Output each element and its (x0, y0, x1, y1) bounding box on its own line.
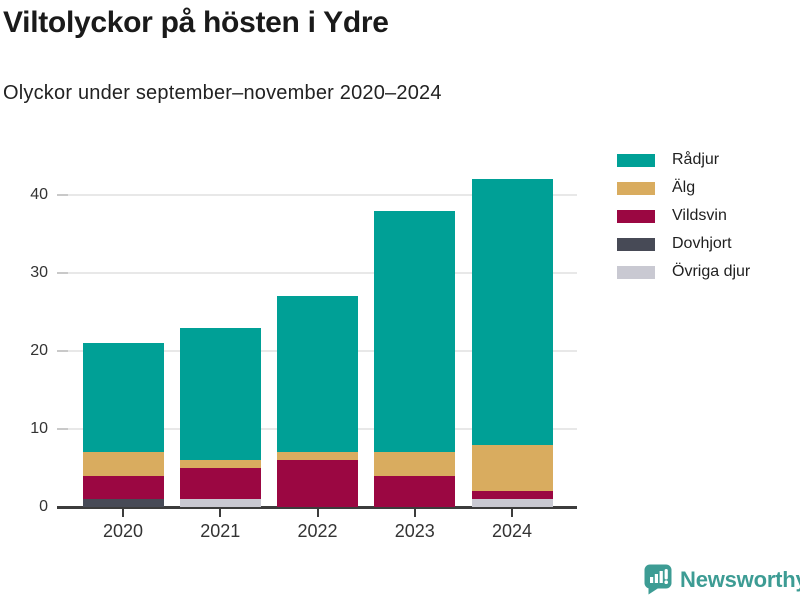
legend-label: Vildsvin (672, 207, 727, 224)
x-axis-tick-label: 2022 (297, 521, 338, 541)
bar-segment (471, 179, 553, 445)
y-axis-tick (57, 350, 68, 352)
x-axis-line (57, 506, 577, 509)
brand-footer: Newsworthy (644, 564, 800, 595)
legend-item: Rådjur (617, 146, 750, 174)
y-axis-tick (57, 428, 68, 430)
bar-segment (374, 452, 456, 476)
y-axis-tick-label: 20 (30, 342, 48, 359)
chart-title: Viltolyckor på hösten i Ydre (3, 6, 389, 39)
x-axis-tick-label: 2021 (200, 521, 241, 541)
x-axis-tick (413, 509, 416, 517)
gridline (57, 194, 577, 196)
legend-item: Dovhjort (617, 230, 750, 258)
bar-segment (374, 475, 456, 507)
x-axis-tick (511, 509, 513, 517)
gridline (57, 272, 577, 274)
y-axis-tick (57, 272, 68, 274)
x-axis-tick-label: 2023 (394, 521, 435, 541)
legend-swatch (617, 265, 655, 279)
legend-swatch (617, 209, 655, 223)
y-axis-tick-label: 40 (30, 186, 48, 203)
bar-segment (471, 491, 553, 500)
bar-segment (179, 460, 261, 468)
legend-item: Vildsvin (617, 202, 750, 230)
legend-label: Övriga djur (672, 263, 751, 280)
bar-segment (179, 327, 261, 461)
bar-segment (471, 499, 553, 507)
bar-segment (82, 343, 164, 453)
bar-segment (179, 499, 261, 507)
bar-segment (179, 468, 261, 500)
x-axis-tick (316, 509, 319, 517)
legend-label: Dovhjort (672, 235, 732, 252)
legend: Rådjur Älg Vildsvin Dovhjort Övriga djur (617, 146, 750, 286)
legend-swatch (617, 181, 655, 195)
legend-item: Älg (617, 174, 750, 202)
y-axis-tick-label: 10 (30, 420, 48, 437)
x-axis-tick-label: 2024 (491, 521, 533, 541)
legend-swatch (617, 153, 655, 167)
y-axis-tick-label: 30 (30, 264, 48, 281)
bar-segment (374, 210, 456, 453)
bar-segment (277, 460, 358, 507)
y-axis-tick-label: 0 (39, 498, 48, 515)
bar-segment (471, 444, 553, 492)
legend-swatch (617, 237, 655, 251)
bar-segment (82, 499, 164, 507)
bar-segment (277, 452, 358, 461)
x-axis-tick (122, 509, 124, 517)
legend-item: Övriga djur (617, 258, 750, 286)
bar-segment (277, 296, 358, 453)
legend-label: Rådjur (672, 151, 720, 168)
bar-segment (82, 452, 164, 476)
chart-subtitle: Olyckor under september–november 2020–20… (3, 82, 442, 104)
newsworthy-logo-icon (644, 564, 672, 595)
x-axis-tick-label: 2020 (102, 521, 144, 541)
y-axis-tick (57, 194, 68, 196)
bar-segment (82, 475, 164, 500)
brand-name: Newsworthy (680, 566, 800, 592)
legend-label: Älg (672, 179, 696, 196)
x-axis-tick (219, 509, 222, 517)
